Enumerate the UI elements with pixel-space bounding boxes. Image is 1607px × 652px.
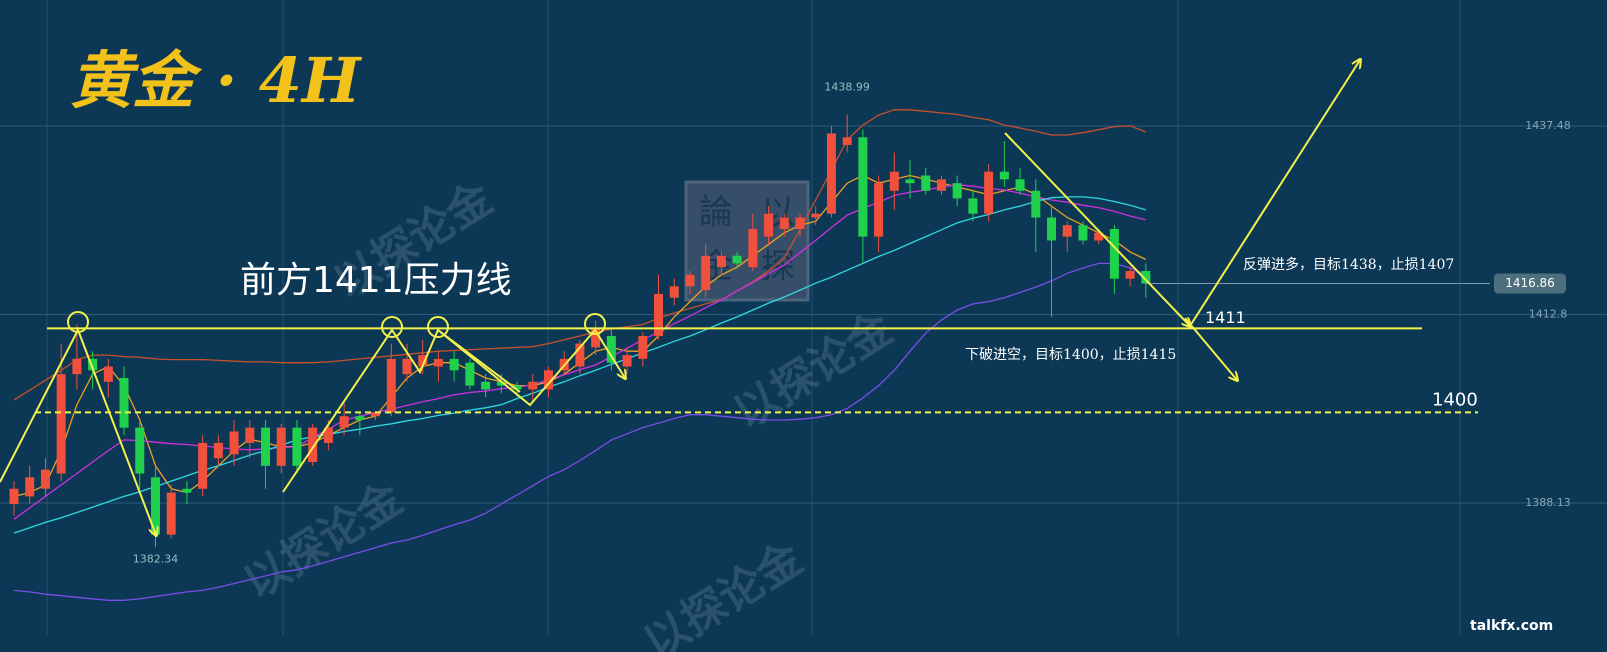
low-label: 1382.34 [133, 552, 179, 565]
indicator-line [13, 262, 1147, 601]
seal-char: 論 [699, 193, 733, 233]
candle-body [103, 366, 113, 382]
candle-body [1094, 232, 1104, 241]
candle-body [496, 381, 506, 386]
resistance-note: 前方1411压力线 [240, 260, 512, 301]
candle-body [166, 492, 176, 535]
chart-title: 黄金 · 4H [70, 44, 363, 117]
candle-body [88, 358, 98, 371]
candle-body [1109, 228, 1119, 279]
candle-body [371, 412, 381, 417]
y-tick-label: 1388.13 [1525, 496, 1571, 509]
level-label: 1411 [1205, 308, 1246, 327]
candle-body [1015, 179, 1025, 191]
candle-body [198, 442, 208, 489]
candle-body [25, 477, 35, 497]
candle-body [795, 217, 805, 229]
candle-body [119, 377, 129, 428]
grid [0, 125, 1607, 504]
vertical-grid [46, 0, 1461, 636]
candle-body [528, 381, 538, 390]
candle-body [638, 335, 648, 359]
candle-body [811, 213, 821, 218]
site-watermark: talkfx.com [1470, 618, 1553, 634]
short-plan: 下破进空，目标1400，止损1415 [965, 347, 1176, 363]
candle-body [936, 179, 946, 191]
candle-body [292, 427, 302, 466]
candle-body [984, 171, 994, 214]
candles [9, 114, 1151, 548]
candle-body [135, 427, 145, 474]
candle-body [874, 183, 884, 237]
candle-body [842, 137, 852, 145]
y-tick-label: 1437.48 [1525, 119, 1571, 132]
candle-body [748, 228, 758, 268]
candle-body [323, 427, 333, 443]
candle-body [40, 469, 50, 489]
candle-body [1031, 190, 1041, 218]
candle-body [1062, 225, 1072, 237]
long-plan: 反弹进多，目标1438，止损1407 [1243, 256, 1454, 273]
labels: 1388.13 1412.8 1437.48 1411 1400 1438.99 1382.… [133, 80, 1571, 565]
candle-body [276, 427, 286, 466]
candle-body [622, 355, 632, 367]
last-price-label: 1416.86 [1505, 276, 1555, 290]
candle-body [591, 328, 601, 348]
candle-body [150, 477, 160, 535]
candle-body [606, 335, 616, 363]
candle-body [261, 427, 271, 466]
candle-body [402, 358, 412, 375]
last-price-tag [1494, 273, 1566, 294]
candle-body [1047, 217, 1057, 241]
candle-body [213, 442, 223, 459]
level-label: 1400 [1432, 389, 1478, 410]
candle-body [968, 198, 978, 214]
candle-body [418, 355, 428, 367]
candle-body [999, 171, 1009, 180]
candle-body [889, 171, 899, 191]
seal-char: 探 [761, 247, 795, 287]
candle-body [182, 488, 192, 493]
candle-body [921, 175, 931, 191]
candle-body [669, 286, 679, 298]
indicator-line [13, 109, 1147, 401]
candle-body [732, 255, 742, 264]
y-tick-label: 1412.8 [1529, 308, 1568, 321]
candle-body [449, 358, 459, 371]
candle-body [685, 274, 695, 287]
high-label: 1438.99 [824, 80, 870, 93]
candle-body [1141, 271, 1151, 284]
candle-body [355, 416, 365, 421]
candle-body [465, 362, 475, 386]
candle-body [543, 370, 553, 390]
candle-body [764, 213, 774, 237]
candle-body [481, 381, 491, 390]
candle-body [654, 293, 664, 336]
candle-body [1078, 225, 1088, 241]
candle-body [826, 133, 836, 214]
candle-body [229, 431, 239, 455]
candle-body [701, 255, 711, 291]
candle-body [72, 358, 82, 375]
candle-body [386, 358, 396, 413]
candle-body [9, 488, 19, 505]
candle-body [56, 374, 66, 474]
candle-body [339, 416, 349, 428]
candle-body [716, 255, 726, 268]
candle-body [905, 179, 915, 184]
candle-body [308, 427, 318, 463]
candle-body [433, 358, 443, 367]
candle-body [858, 137, 868, 237]
annotation-drawings [0, 60, 1360, 535]
candle-body [779, 217, 789, 229]
candle-body [575, 343, 585, 367]
candle-body [512, 385, 522, 390]
candle-body [1125, 271, 1135, 279]
candle-body [952, 183, 962, 199]
candle-body [245, 427, 255, 443]
